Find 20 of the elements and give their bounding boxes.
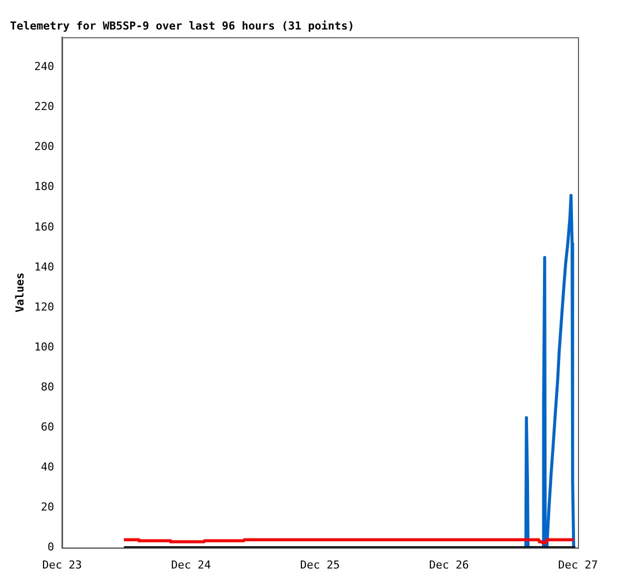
y-tick-label: 80 (40, 380, 54, 394)
y-axis-title: Values (13, 272, 26, 312)
x-tick-label: Dec 26 (429, 558, 469, 572)
y-tick-label: 180 (34, 180, 54, 194)
y-tick-label: 100 (34, 340, 54, 354)
x-tick-label: Dec 25 (300, 558, 340, 572)
y-tick-label: 200 (34, 140, 54, 154)
y-tick-label: 120 (34, 300, 54, 314)
y-tick-label: 0 (47, 540, 54, 554)
y-tick-label: 240 (34, 60, 54, 74)
y-tick-label: 20 (40, 500, 54, 514)
x-tick-label: Dec 23 (42, 558, 82, 572)
y-tick-label: 140 (34, 260, 54, 274)
y-tick-label: 60 (40, 420, 54, 434)
chart-title: Telemetry for WB5SP-9 over last 96 hours (31 points) (10, 19, 354, 32)
x-tick-label: Dec 27 (558, 558, 598, 572)
y-tick-label: 220 (34, 100, 54, 114)
x-tick-label: Dec 24 (171, 558, 212, 572)
y-tick-label: 40 (40, 460, 54, 474)
y-tick-label: 160 (34, 220, 54, 234)
